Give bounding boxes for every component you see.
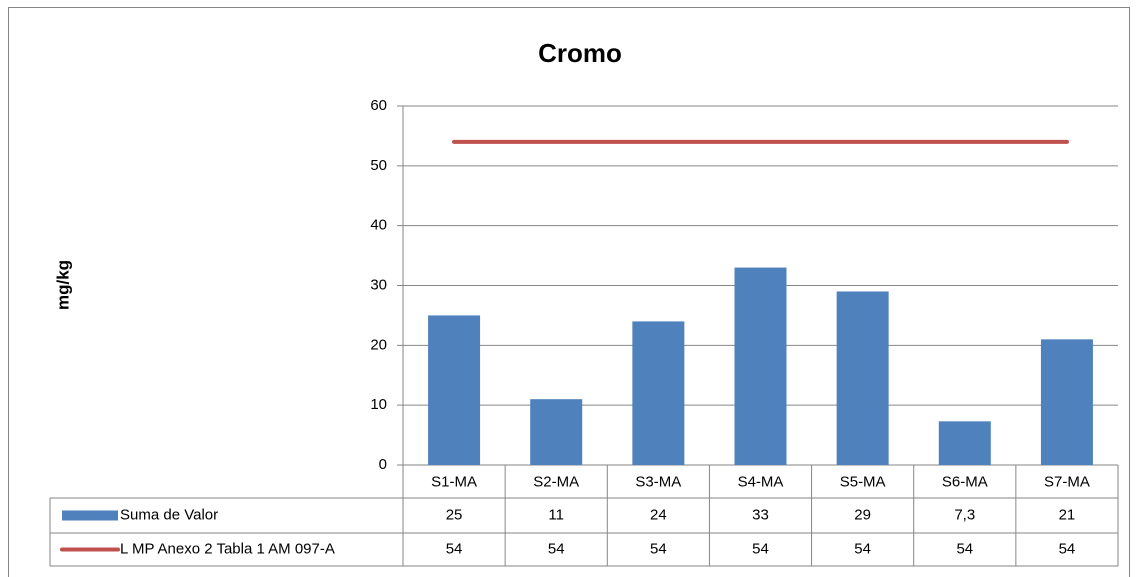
table-value: 11 bbox=[548, 506, 564, 523]
bar bbox=[530, 399, 583, 465]
y-axis-label: mg/kg bbox=[53, 260, 72, 310]
table-value: 33 bbox=[752, 506, 769, 523]
bar bbox=[1040, 339, 1093, 465]
table-value: 54 bbox=[752, 540, 769, 557]
table-value: 54 bbox=[446, 540, 463, 557]
x-tick-label: S1-MA bbox=[431, 473, 477, 490]
y-tick-label: 40 bbox=[370, 217, 387, 234]
y-tick-label: 30 bbox=[370, 276, 387, 293]
table-value: 21 bbox=[1059, 506, 1076, 523]
y-tick-label: 60 bbox=[370, 97, 387, 114]
y-tick-label: 0 bbox=[379, 456, 387, 473]
table-value: 25 bbox=[446, 506, 463, 523]
table-value: 7,3 bbox=[954, 506, 975, 523]
table-value: 54 bbox=[854, 540, 871, 557]
y-tick-label: 20 bbox=[370, 336, 387, 353]
bar bbox=[836, 291, 889, 465]
y-tick-label: 50 bbox=[370, 157, 387, 174]
bar bbox=[734, 267, 787, 465]
table-value: 54 bbox=[548, 540, 565, 557]
chart-border bbox=[8, 7, 1130, 577]
legend-label: Suma de Valor bbox=[120, 506, 218, 523]
legend-swatch bbox=[62, 510, 118, 521]
table-value: 54 bbox=[650, 540, 667, 557]
table-value: 54 bbox=[956, 540, 973, 557]
bar bbox=[632, 321, 685, 465]
x-tick-label: S5-MA bbox=[840, 473, 886, 490]
table-value: 24 bbox=[650, 506, 667, 523]
bar bbox=[938, 421, 991, 465]
chart-title: Cromo bbox=[538, 38, 622, 68]
table-value: 54 bbox=[1059, 540, 1076, 557]
legend-label: L MP Anexo 2 Tabla 1 AM 097-A bbox=[120, 540, 335, 557]
x-tick-label: S3-MA bbox=[635, 473, 681, 490]
x-tick-label: S7-MA bbox=[1044, 473, 1090, 490]
bar bbox=[428, 315, 481, 465]
x-tick-label: S2-MA bbox=[533, 473, 579, 490]
x-tick-label: S4-MA bbox=[738, 473, 784, 490]
table-value: 29 bbox=[854, 506, 871, 523]
x-tick-label: S6-MA bbox=[942, 473, 988, 490]
y-tick-label: 10 bbox=[370, 396, 387, 413]
